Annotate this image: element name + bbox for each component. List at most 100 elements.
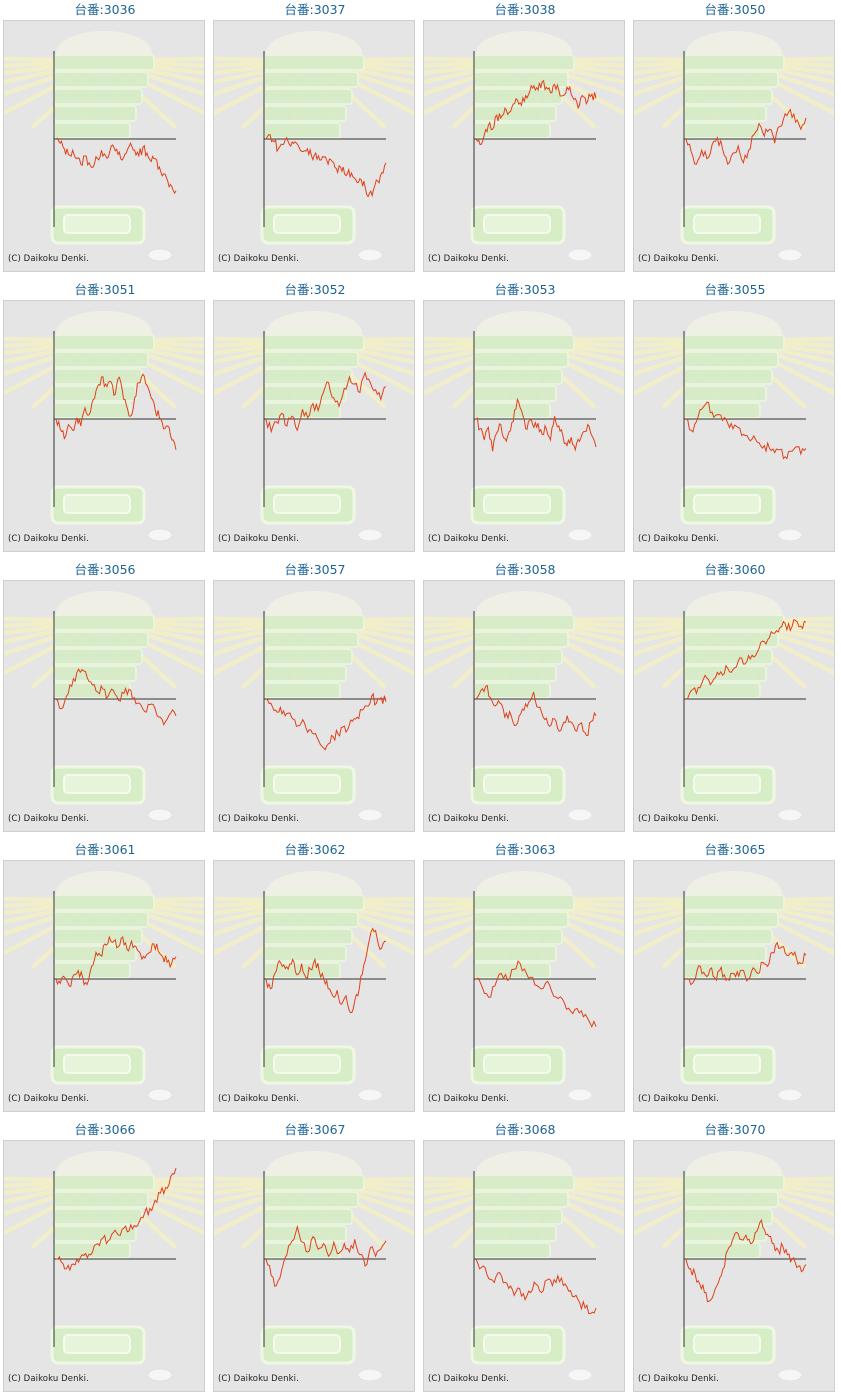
copyright-text: (C) Daikoku Denki. — [218, 534, 299, 544]
machine-number-link[interactable]: 台番:3037 — [284, 2, 346, 17]
slump-graph[interactable]: (C) Daikoku Denki. — [3, 860, 205, 1112]
background-art — [634, 311, 834, 542]
machine-number-link[interactable]: 台番:3036 — [74, 2, 136, 17]
background-art — [214, 591, 414, 822]
machine-card: 台番:3070 (C) Daikoku Denki. — [630, 1120, 840, 1400]
slump-plot — [683, 891, 807, 1067]
slump-graph[interactable]: (C) Daikoku Denki. — [423, 580, 625, 832]
copyright-text: (C) Daikoku Denki. — [638, 534, 719, 544]
machine-card: 台番:3067 (C) Daikoku Denki. — [210, 1120, 420, 1400]
background-art — [214, 1151, 414, 1382]
slump-line — [55, 668, 177, 726]
machine-number-link[interactable]: 台番:3067 — [284, 1122, 346, 1137]
slump-line — [685, 1218, 807, 1303]
machine-number-link[interactable]: 台番:3058 — [494, 562, 556, 577]
background-art — [634, 1151, 834, 1382]
machine-number-link[interactable]: 台番:3066 — [74, 1122, 136, 1137]
slump-graph[interactable]: (C) Daikoku Denki. — [3, 580, 205, 832]
slump-plot — [473, 891, 597, 1067]
slump-graph[interactable]: (C) Daikoku Denki. — [423, 1140, 625, 1392]
background-art — [4, 591, 204, 822]
machine-card: 台番:3063 (C) Daikoku Denki. — [420, 840, 630, 1120]
slump-plot — [683, 611, 807, 787]
background-art — [4, 311, 204, 542]
slump-graph[interactable]: (C) Daikoku Denki. — [423, 20, 625, 272]
slump-plot — [683, 331, 807, 507]
slump-graph[interactable]: (C) Daikoku Denki. — [3, 300, 205, 552]
slump-line — [475, 80, 597, 146]
copyright-text: (C) Daikoku Denki. — [428, 814, 509, 824]
machine-card: 台番:3055 (C) Daikoku Denki. — [630, 280, 840, 560]
slump-graph[interactable]: (C) Daikoku Denki. — [633, 300, 835, 552]
slump-plot — [263, 1171, 387, 1347]
slump-plot — [683, 51, 807, 227]
machine-number-link[interactable]: 台番:3070 — [704, 1122, 766, 1137]
slump-graph[interactable]: (C) Daikoku Denki. — [633, 20, 835, 272]
machine-card: 台番:3057 (C) Daikoku Denki. — [210, 560, 420, 840]
slump-line — [685, 401, 807, 460]
machine-card: 台番:3037 (C) Daikoku Denki. — [210, 0, 420, 280]
slump-plot — [53, 891, 177, 1067]
slump-graph[interactable]: (C) Daikoku Denki. — [633, 580, 835, 832]
machine-number-link[interactable]: 台番:3051 — [74, 282, 136, 297]
slump-line — [265, 1224, 387, 1287]
machine-number-link[interactable]: 台番:3065 — [704, 842, 766, 857]
copyright-text: (C) Daikoku Denki. — [638, 1374, 719, 1384]
machine-number-link[interactable]: 台番:3038 — [494, 2, 556, 17]
copyright-text: (C) Daikoku Denki. — [428, 1374, 509, 1384]
slump-plot — [53, 611, 177, 787]
machine-card: 台番:3062 (C) Daikoku Denki. — [210, 840, 420, 1120]
machine-number-link[interactable]: 台番:3052 — [284, 282, 346, 297]
slump-graph[interactable]: (C) Daikoku Denki. — [3, 1140, 205, 1392]
background-art — [424, 871, 624, 1102]
slump-graph[interactable]: (C) Daikoku Denki. — [213, 580, 415, 832]
background-art — [424, 1151, 624, 1382]
machine-card: 台番:3068 (C) Daikoku Denki. — [420, 1120, 630, 1400]
machine-card: 台番:3058 (C) Daikoku Denki. — [420, 560, 630, 840]
slump-plot — [263, 51, 387, 227]
machine-card: 台番:3038 (C) Daikoku Denki. — [420, 0, 630, 280]
copyright-text: (C) Daikoku Denki. — [638, 254, 719, 264]
slump-graph[interactable]: (C) Daikoku Denki. — [3, 20, 205, 272]
slump-graph[interactable]: (C) Daikoku Denki. — [213, 860, 415, 1112]
machine-number-link[interactable]: 台番:3055 — [704, 282, 766, 297]
copyright-text: (C) Daikoku Denki. — [428, 534, 509, 544]
background-art — [4, 1151, 204, 1382]
slump-plot — [473, 1171, 597, 1347]
slump-graph[interactable]: (C) Daikoku Denki. — [213, 1140, 415, 1392]
slump-graph[interactable]: (C) Daikoku Denki. — [213, 300, 415, 552]
machine-card: 台番:3056 (C) Daikoku Denki. — [0, 560, 210, 840]
slump-line — [55, 137, 177, 195]
slump-plot — [683, 1171, 807, 1347]
slump-plot — [473, 331, 597, 507]
machine-card: 台番:3060 (C) Daikoku Denki. — [630, 560, 840, 840]
copyright-text: (C) Daikoku Denki. — [218, 1094, 299, 1104]
slump-line — [55, 1167, 177, 1272]
machine-number-link[interactable]: 台番:3060 — [704, 562, 766, 577]
copyright-text: (C) Daikoku Denki. — [218, 814, 299, 824]
slump-graph[interactable]: (C) Daikoku Denki. — [633, 860, 835, 1112]
machine-number-link[interactable]: 台番:3062 — [284, 842, 346, 857]
slump-plot — [263, 891, 387, 1067]
machine-number-link[interactable]: 台番:3053 — [494, 282, 556, 297]
machine-card: 台番:3050 (C) Daikoku Denki. — [630, 0, 840, 280]
background-art — [214, 871, 414, 1102]
slump-graph[interactable]: (C) Daikoku Denki. — [423, 300, 625, 552]
machine-number-link[interactable]: 台番:3057 — [284, 562, 346, 577]
machine-number-link[interactable]: 台番:3063 — [494, 842, 556, 857]
copyright-text: (C) Daikoku Denki. — [638, 1094, 719, 1104]
machine-card: 台番:3061 (C) Daikoku Denki. — [0, 840, 210, 1120]
machine-number-link[interactable]: 台番:3068 — [494, 1122, 556, 1137]
background-art — [424, 311, 624, 542]
slump-line — [685, 108, 807, 166]
slump-graph[interactable]: (C) Daikoku Denki. — [633, 1140, 835, 1392]
machine-number-link[interactable]: 台番:3050 — [704, 2, 766, 17]
background-art — [634, 871, 834, 1102]
machine-number-link[interactable]: 台番:3056 — [74, 562, 136, 577]
background-art — [4, 31, 204, 262]
slump-graph[interactable]: (C) Daikoku Denki. — [213, 20, 415, 272]
slump-graph[interactable]: (C) Daikoku Denki. — [423, 860, 625, 1112]
slump-plot — [263, 611, 387, 787]
machine-number-link[interactable]: 台番:3061 — [74, 842, 136, 857]
slump-plot — [53, 1167, 177, 1347]
